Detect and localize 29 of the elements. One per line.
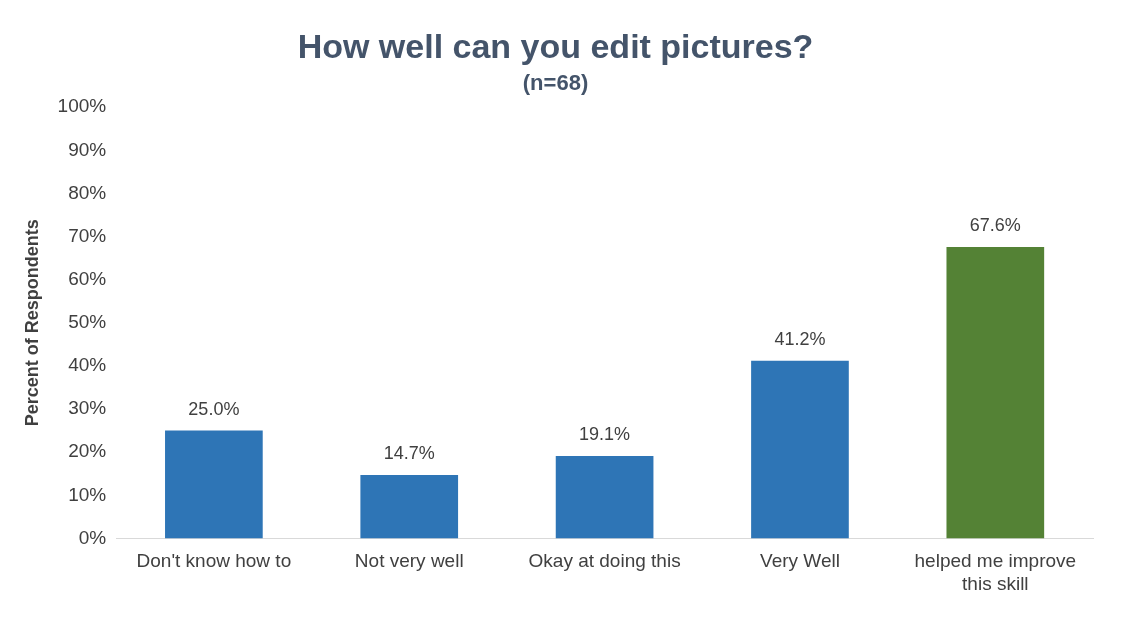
- data-label: 14.7%: [383, 442, 435, 463]
- y-tick-label: 20%: [68, 440, 107, 462]
- y-tick-label: 40%: [68, 354, 107, 376]
- data-label: 41.2%: [774, 328, 826, 349]
- y-tick-label: 30%: [68, 397, 107, 419]
- y-tick-label: 70%: [68, 224, 107, 246]
- y-tick-label: 10%: [68, 483, 107, 505]
- bar: [751, 360, 849, 539]
- y-tick-label: 50%: [68, 311, 107, 333]
- bar: [165, 430, 263, 539]
- y-tick-label: 60%: [68, 267, 107, 289]
- x-tick-label: Not very well: [354, 550, 464, 572]
- data-label: 19.1%: [579, 424, 631, 445]
- x-tick-label: Don't know how to: [136, 550, 292, 572]
- chart-subtitle: (n=68): [522, 70, 589, 96]
- y-tick-label: 80%: [68, 181, 107, 203]
- bar: [360, 475, 459, 539]
- chart-title: How well can you edit pictures?: [297, 26, 814, 65]
- y-tick-label: 0%: [78, 526, 107, 548]
- data-label: 25.0%: [188, 398, 240, 419]
- bar: [946, 246, 1045, 539]
- x-tick-label: Okay at doing this: [528, 550, 681, 572]
- y-tick-label: 100%: [57, 95, 107, 117]
- y-tick-label: 90%: [68, 138, 107, 160]
- x-tick-label: helped me improve this skill: [914, 550, 1077, 594]
- y-axis-title: Percent of Respondents: [21, 219, 42, 427]
- x-tick-label: Very Well: [760, 550, 840, 572]
- data-label: 67.6%: [969, 214, 1021, 235]
- bar: [555, 456, 654, 539]
